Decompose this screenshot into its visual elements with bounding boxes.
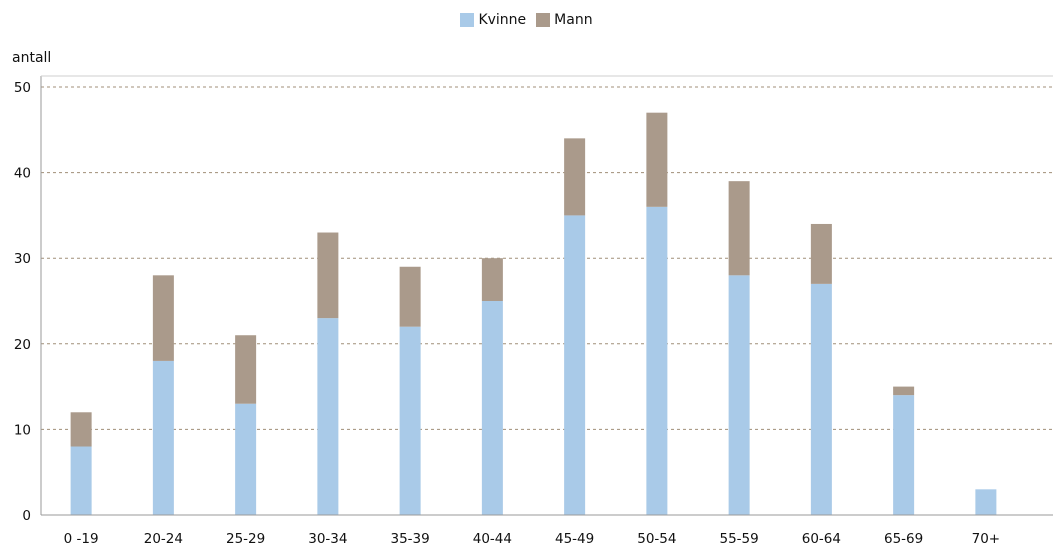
legend: Kvinne Mann bbox=[0, 12, 1053, 28]
bar-kvinne bbox=[810, 283, 832, 515]
bar-mann bbox=[728, 181, 750, 276]
x-tick-label: 65-69 bbox=[884, 531, 923, 545]
bar-mann bbox=[399, 266, 421, 327]
legend-swatch-mann bbox=[536, 13, 551, 27]
y-tick-label: 0 bbox=[22, 508, 31, 524]
legend-item-mann: Mann bbox=[536, 12, 593, 28]
y-tick-label: 50 bbox=[14, 80, 31, 96]
bar-kvinne bbox=[728, 275, 750, 515]
bar-mann bbox=[70, 412, 92, 447]
x-tick-label: 30-34 bbox=[308, 531, 347, 545]
bar-mann bbox=[646, 112, 668, 207]
y-tick-label: 30 bbox=[14, 251, 31, 267]
bar-mann bbox=[481, 258, 503, 301]
legend-label-kvinne: Kvinne bbox=[478, 12, 527, 28]
y-axis-label: antall bbox=[12, 50, 52, 66]
bar-kvinne bbox=[975, 489, 997, 515]
bar-kvinne bbox=[893, 395, 915, 515]
x-tick-label: 60-64 bbox=[802, 531, 841, 545]
bar-kvinne bbox=[235, 403, 257, 515]
bar-kvinne bbox=[152, 360, 174, 515]
x-tick-label: 40-44 bbox=[473, 531, 512, 545]
y-tick-label: 40 bbox=[14, 166, 31, 182]
bar-kvinne bbox=[481, 301, 503, 515]
x-tick-label: 35-39 bbox=[391, 531, 430, 545]
legend-item-kvinne: Kvinne bbox=[460, 12, 526, 28]
x-tick-label: 20-24 bbox=[144, 531, 183, 545]
x-ticks: 0 -19 20-24 25-29 30-34 35-39 40-44 45-49 50-54… bbox=[64, 531, 1000, 545]
bar-kvinne bbox=[646, 206, 668, 515]
x-tick-label: 0 -19 bbox=[64, 531, 99, 545]
bar-kvinne bbox=[317, 318, 339, 515]
y-tick-label: 20 bbox=[14, 337, 31, 353]
gridlines bbox=[41, 86, 1053, 430]
y-tick-label: 10 bbox=[14, 422, 31, 438]
x-tick-label: 25-29 bbox=[226, 531, 265, 545]
y-ticks: 0 10 20 30 40 50 bbox=[14, 80, 31, 524]
bar-kvinne bbox=[70, 446, 92, 515]
x-tick-label: 50-54 bbox=[637, 531, 676, 545]
x-tick-label: 55-59 bbox=[720, 531, 759, 545]
bar-mann bbox=[564, 138, 586, 216]
legend-label-mann: Mann bbox=[554, 12, 593, 28]
x-tick-label: 45-49 bbox=[555, 531, 594, 545]
bar-kvinne bbox=[564, 215, 586, 515]
bars bbox=[70, 112, 997, 515]
bar-mann bbox=[317, 232, 339, 319]
bar-mann bbox=[810, 223, 832, 284]
x-tick-label: 70+ bbox=[972, 531, 1001, 545]
legend-swatch-kvinne bbox=[460, 13, 475, 27]
bar-kvinne bbox=[399, 326, 421, 515]
axes bbox=[40, 75, 1053, 516]
bar-mann bbox=[235, 335, 257, 404]
bar-mann bbox=[152, 275, 174, 361]
bar-mann bbox=[893, 386, 915, 396]
